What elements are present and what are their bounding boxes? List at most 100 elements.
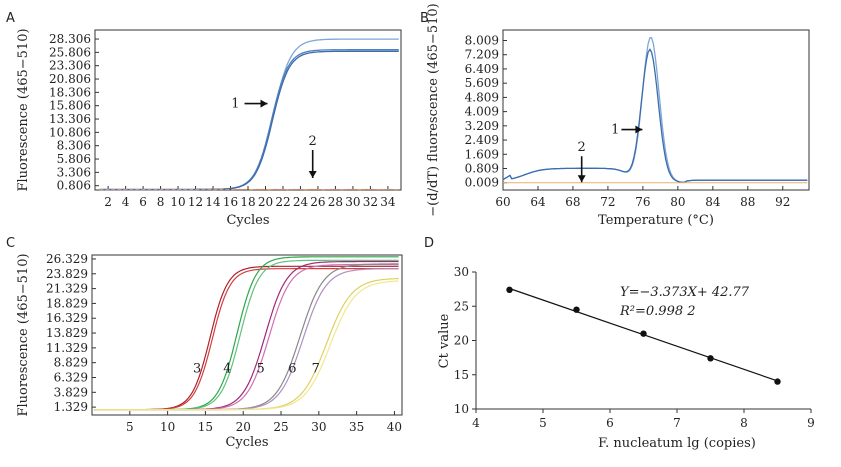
chart-c: 1.3293.8296.3298.82911.32913.82916.32918…	[16, 252, 403, 450]
y-tick-label-c: 8.829	[54, 356, 88, 370]
x-tick-label-d: 8	[740, 416, 748, 430]
y-ticks-a: 0.8063.3065.8068.30610.80613.30615.80618…	[49, 32, 99, 193]
dilution-label-c: 6	[288, 361, 296, 376]
series-b	[502, 37, 808, 184]
annotation-label-b: 1	[611, 123, 619, 138]
x-tick-label-c: 10	[160, 420, 175, 434]
panel-letter-a: A	[6, 11, 15, 26]
y-tick-label-a: 28.306	[49, 32, 91, 46]
y-tick-label-c: 16.329	[46, 311, 88, 325]
melting-curve-b	[502, 37, 808, 183]
series-a	[99, 38, 399, 191]
x-tick-label-a: 10	[170, 195, 185, 209]
panel-letter-c: C	[6, 236, 15, 251]
chart-d: 10 15 20 25 30 4 5 6 7 8 9 Y=−3.373X+ 42.77 R²=0.…	[437, 265, 815, 451]
y-tick-label-a: 25.806	[49, 45, 91, 59]
annotation-label-a: 2	[309, 134, 317, 149]
data-point-d	[506, 286, 513, 294]
series-d	[506, 286, 781, 385]
dilution-label-c: 3	[193, 361, 201, 376]
dilution-label-c: 5	[256, 361, 264, 376]
x-tick-label-b: 92	[775, 195, 790, 209]
panel-letter-b: B	[420, 11, 429, 26]
y-tick-label-b: 4.009	[465, 105, 499, 119]
y-ticks-c: 1.3293.8296.3298.82911.32913.82916.32918…	[46, 252, 96, 414]
annotations-c: 3 4 5 6 7	[193, 361, 320, 376]
regression-equation: Y=−3.373X+ 42.77	[620, 285, 750, 300]
annotation-label-b: 2	[578, 140, 586, 155]
melting-curve-b	[502, 48, 808, 183]
y-tick-label-a: 5.806	[57, 152, 91, 166]
y-tick-label-b: 0.809	[465, 162, 499, 176]
amplification-curve-a	[99, 38, 399, 191]
x-tick-label-b: 68	[565, 195, 580, 209]
x-tick-label-a: 18	[240, 195, 255, 209]
y-tick-label-c: 26.329	[46, 252, 88, 266]
x-tick-label-c: 25	[273, 420, 288, 434]
panel-letter-d: D	[424, 236, 434, 251]
x-tick-label-a: 16	[223, 195, 238, 209]
y-tick-label-b: 7.209	[465, 48, 499, 62]
y-tick-label-c: 6.329	[54, 370, 88, 384]
y-tick-label-d: 10	[454, 402, 469, 416]
x-tick-label-a: 32	[363, 195, 378, 209]
y-tick-label-b: 4.809	[465, 90, 499, 104]
data-point-d	[573, 306, 580, 313]
y-tick-label-a: 3.306	[57, 165, 91, 179]
y-axis-label-b: −(d/dT) fluorescence (465−510)	[426, 3, 441, 216]
y-tick-label-b: 3.209	[465, 119, 499, 133]
y-tick-label-a: 13.306	[49, 112, 91, 126]
amplification-curve-a	[99, 50, 399, 191]
x-tick-label-d: 5	[539, 416, 547, 430]
y-tick-label-c: 23.829	[46, 267, 88, 281]
dilution-label-c: 7	[312, 361, 320, 376]
y-tick-label-a: 10.806	[49, 125, 91, 139]
x-tick-label-b: 64	[530, 195, 546, 209]
x-ticks-a: 2 4 6 8 10 12 14 16 18 20 22 24 26 28 30 32 34	[104, 186, 396, 209]
amplification-curve-a	[99, 49, 399, 191]
y-tick-label-d: 20	[454, 334, 469, 348]
x-tick-label-a: 34	[380, 195, 396, 209]
amplification-curve-c	[94, 260, 399, 411]
x-tick-label-a: 26	[310, 195, 325, 209]
x-tick-label-c: 5	[126, 420, 134, 434]
y-tick-label-b: 1.609	[465, 147, 499, 161]
y-tick-label-c: 3.829	[54, 385, 88, 399]
x-tick-label-a: 14	[205, 195, 221, 209]
annotation-arrow-b-2-head	[577, 175, 586, 183]
y-tick-label-b: 6.409	[465, 62, 499, 76]
x-axis-label-a: Cycles	[226, 213, 269, 228]
data-point-d	[640, 330, 647, 337]
x-tick-label-c: 40	[387, 420, 402, 434]
x-tick-label-d: 4	[472, 416, 480, 430]
x-tick-label-a: 24	[293, 195, 309, 209]
annotation-arrow-b-1-head	[635, 125, 643, 134]
annotations-a: 12	[231, 97, 317, 178]
x-tick-label-a: 30	[345, 195, 360, 209]
data-point-d	[774, 378, 781, 385]
r-squared-label: R²=0.998 2	[619, 304, 696, 319]
x-tick-label-b: 84	[705, 195, 721, 209]
y-axis-label-c: Fluorescence (465−510)	[16, 253, 31, 416]
y-tick-label-d: 15	[454, 368, 469, 382]
y-tick-label-c: 1.329	[54, 400, 88, 414]
annotation-label-a: 1	[231, 97, 239, 112]
x-tick-label-c: 35	[349, 420, 364, 434]
y-tick-label-b: 8.009	[465, 34, 499, 48]
y-tick-label-a: 8.306	[57, 139, 91, 153]
x-tick-label-b: 88	[740, 195, 755, 209]
x-tick-label-a: 12	[188, 195, 203, 209]
y-axis-label-a: Fluorescence (465−510)	[16, 28, 31, 191]
y-tick-label-d: 30	[454, 265, 469, 279]
x-tick-label-c: 30	[311, 420, 326, 434]
x-tick-label-b: 72	[600, 195, 615, 209]
chart-a: 0.8063.3065.8068.30610.80613.30615.80618…	[16, 28, 402, 228]
annotation-arrow-a-1-head	[260, 99, 268, 108]
x-tick-label-d: 9	[807, 416, 815, 430]
x-tick-label-c: 15	[198, 420, 213, 434]
series-c	[94, 256, 399, 411]
y-tick-label-a: 0.806	[57, 179, 91, 193]
plot-frame-a	[94, 29, 402, 191]
y-tick-label-c: 21.329	[46, 282, 88, 296]
x-axis-label-d: F. nucleatum lg (copies)	[598, 436, 756, 451]
